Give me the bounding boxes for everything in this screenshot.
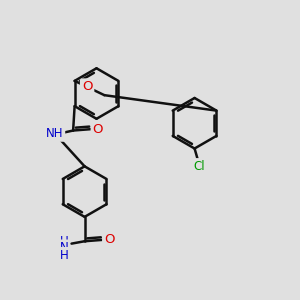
Text: H: H bbox=[59, 249, 68, 262]
Text: O: O bbox=[93, 122, 103, 136]
Text: NH: NH bbox=[46, 127, 64, 140]
Text: H: H bbox=[59, 235, 68, 248]
Text: O: O bbox=[82, 80, 92, 93]
Text: O: O bbox=[104, 233, 115, 246]
Text: Cl: Cl bbox=[194, 160, 206, 173]
Text: N: N bbox=[59, 241, 68, 254]
